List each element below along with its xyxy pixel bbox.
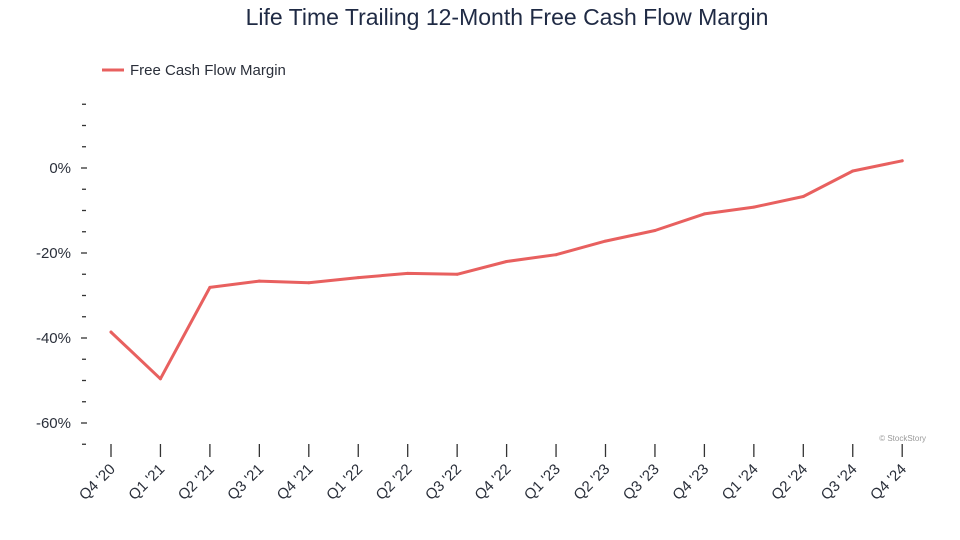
x-tick-label: Q1 '23 [521,461,564,504]
data-point [851,169,855,173]
data-point [257,279,261,283]
x-tick-label: Q4 '20 [76,461,119,504]
x-tick-label: Q4 '22 [471,461,514,504]
x-tick-label: Q2 '24 [768,461,811,504]
x-tick-label: Q3 '24 [818,461,861,504]
data-point [801,194,805,198]
watermark: © StockStory [879,434,926,443]
data-point [307,281,311,285]
data-point [406,271,410,275]
x-tick-label: Q2 '22 [373,461,416,504]
legend: Free Cash Flow Margin [102,62,286,79]
data-point [653,228,657,232]
series-layer [109,159,904,381]
x-tick-label: Q3 '23 [620,461,663,504]
legend-label: Free Cash Flow Margin [130,62,286,79]
x-tick-label: Q2 '23 [570,461,613,504]
data-point [604,239,607,243]
data-point [158,377,162,381]
data-point [505,260,509,263]
data-point [208,285,212,289]
x-tick-label: Q4 '21 [274,461,317,504]
x-tick-label: Q1 '22 [323,461,366,504]
chart-title: Life Time Trailing 12-Month Free Cash Fl… [246,4,769,30]
x-tick-label: Q3 '21 [224,461,267,504]
data-point [752,205,756,209]
data-point [554,253,558,257]
x-tick-label: Q1 '24 [719,461,762,504]
data-point [900,159,904,163]
y-tick-label: 0% [49,160,71,177]
data-point [356,276,360,280]
x-tick-label: Q1 '21 [125,461,168,504]
series-line-free-cash-flow-margin [109,159,904,381]
data-point [109,330,113,334]
y-tick-label: -40% [36,330,71,347]
data-point [702,212,706,216]
y-tick-label: -60% [36,415,71,432]
x-tick-label: Q4 '23 [669,461,712,504]
x-axis: Q4 '20 Q1 '21 Q2 '21 Q3 '21 Q4 '21 Q1 '22 Q2 '… [76,444,910,504]
x-tick-label: Q2 '21 [175,461,218,504]
x-tick-label: Q4 '24 [867,461,910,504]
y-axis: 0% -20% -40% -60% [36,103,87,445]
data-point [455,272,459,276]
y-tick-label: -20% [36,245,71,262]
x-tick-label: Q3 '22 [422,461,465,504]
